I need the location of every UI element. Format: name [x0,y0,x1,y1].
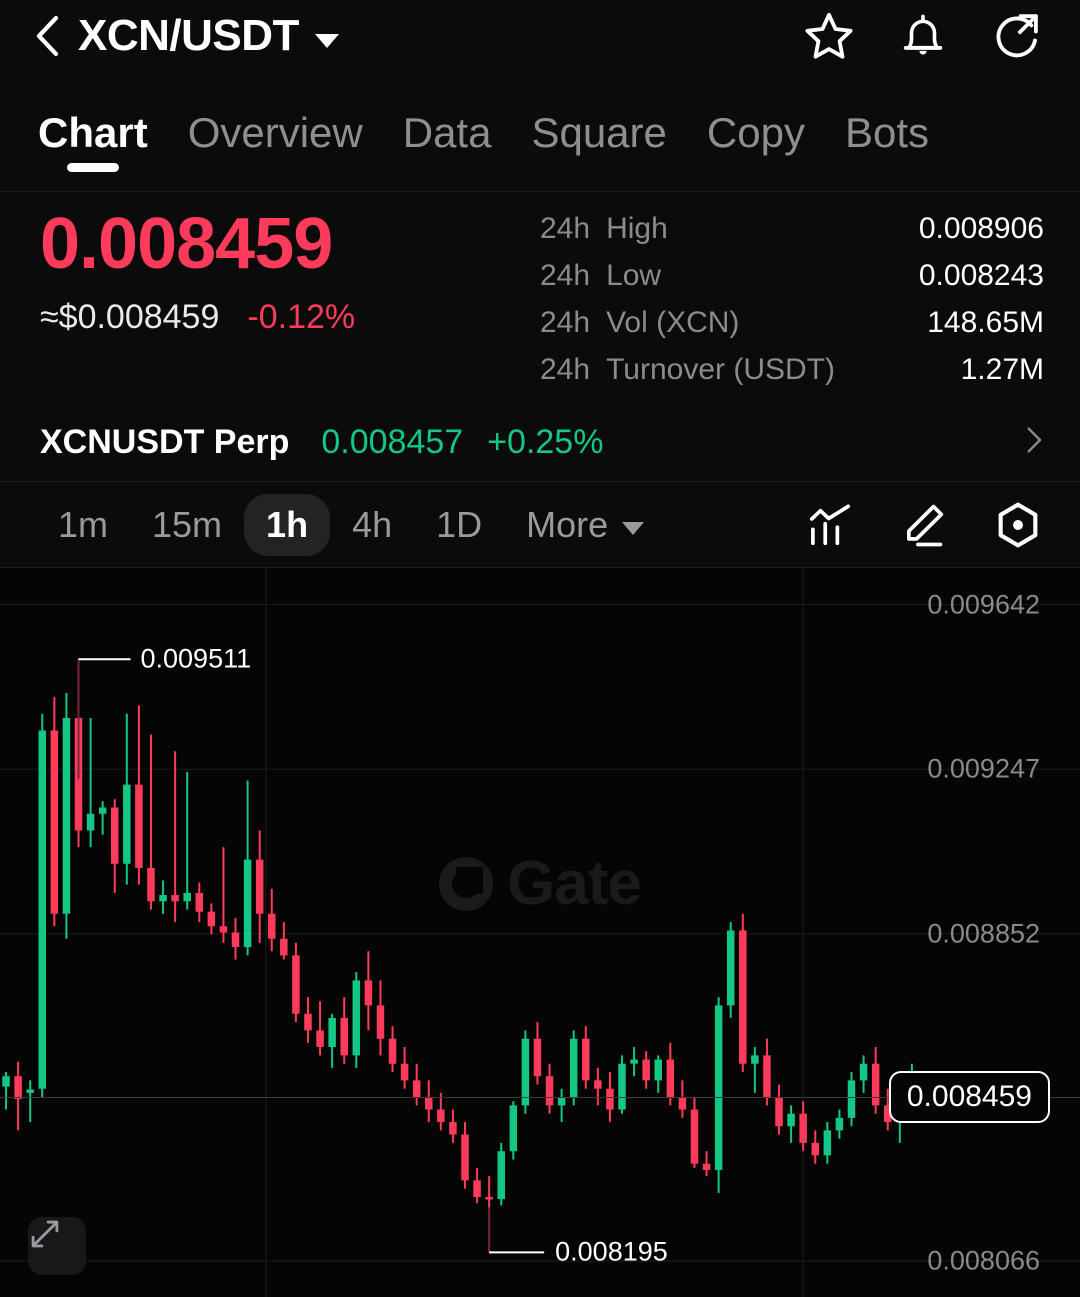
star-icon[interactable] [802,9,856,63]
tab-label: Bots [844,109,929,156]
tab-data[interactable]: Data [403,112,492,172]
divider [0,567,1080,568]
interval-label: 1m [58,504,109,545]
indicators-icon[interactable] [804,499,856,551]
stat-label: 24h Turnover (USDT) [540,355,835,385]
stat-value: 1.27M [960,353,1044,386]
stat-name: Vol (XCN) [606,306,740,339]
stat-row: 24h Turnover (USDT) 1.27M [540,355,1044,385]
stat-name: Low [606,259,662,292]
stat-label: 24h High [540,214,668,244]
stat-period: 24h [540,259,591,292]
high-annotation-label: 0.009511 [140,643,252,674]
perp-change-percent: +0.25% [487,422,604,461]
expand-arrows-icon [31,1220,59,1248]
perp-name: XCNUSDT Perp [40,422,290,461]
current-price-tag: 0.008459 [888,1071,1050,1124]
tab-bots[interactable]: Bots [845,112,929,172]
stat-value: 0.008243 [918,259,1044,292]
tab-square[interactable]: Square [531,112,666,172]
perp-banner[interactable]: XCNUSDT Perp 0.008457 +0.25% [0,402,1080,482]
stat-row: 24h Low 0.008243 [540,261,1044,291]
interval-1m[interactable]: 1m [36,494,130,556]
quote-subrow: ≈$0.008459 -0.12% [40,298,540,337]
stat-period: 24h [540,212,591,245]
chart-settings-hexagon-icon[interactable] [992,499,1044,551]
interval-label: 1h [266,504,309,545]
tab-overview[interactable]: Overview [188,112,363,172]
interval-4h[interactable]: 4h [330,494,414,556]
section-tabs: Chart Overview Data Square Copy Bots [0,72,1080,192]
interval-1h[interactable]: 1h [244,494,331,556]
change-percent: -0.12% [247,298,356,337]
interval-label: 4h [352,504,393,545]
tab-label: Chart [38,109,148,156]
caret-down-icon[interactable] [314,34,339,48]
top-bar-actions [802,9,1044,63]
chart-tool-buttons [804,499,1044,551]
price-chart[interactable]: Gate 0.009642 0.009247 0.008852 0.008066 0.… [0,568,1080,1297]
interval-label: 15m [152,504,223,545]
stat-value: 148.65M [927,306,1044,339]
caret-down-icon [622,521,645,535]
stat-value: 0.008906 [918,212,1044,245]
interval-1d[interactable]: 1D [414,494,504,556]
stat-label: 24h Vol (XCN) [540,308,739,338]
quote-panel: 0.008459 ≈$0.008459 -0.12% 24h High 0.008… [0,192,1080,402]
interval-more-label: More [526,504,609,545]
expand-fullscreen-button[interactable] [28,1217,86,1275]
stats-list: 24h High 0.008906 24h Low 0.008243 24h Vol … [540,206,1044,402]
stat-row: 24h Vol (XCN) 148.65M [540,308,1044,338]
share-icon[interactable] [990,9,1044,63]
perp-price: 0.008457 [321,422,464,461]
chevron-left-icon[interactable] [30,14,64,58]
page-title[interactable]: XCN/USDT [78,11,299,60]
stat-label: 24h Low [540,261,661,291]
interval-more-button[interactable]: More [504,494,654,556]
tab-label: Square [531,109,667,156]
usd-equivalent-price: ≈$0.008459 [40,298,220,337]
tab-copy[interactable]: Copy [707,112,805,172]
interval-label: 1D [436,504,483,545]
interval-toolbar: 1m 15m 1h 4h 1D More [0,482,1080,568]
chevron-right-icon[interactable] [1016,423,1050,462]
draw-pencil-icon[interactable] [898,499,950,551]
bell-icon[interactable] [896,9,950,63]
stat-period: 24h [540,306,591,339]
top-bar: XCN/USDT [0,0,1080,72]
tab-label: Data [402,109,492,156]
candlestick-canvas[interactable] [0,568,1080,1297]
tab-chart[interactable]: Chart [38,112,148,172]
last-price: 0.008459 [40,204,333,284]
stat-period: 24h [540,353,591,386]
tab-label: Copy [706,109,805,156]
divider [0,481,1080,482]
stat-row: 24h High 0.008906 [540,214,1044,244]
tab-active-indicator [66,163,119,172]
stat-name: Turnover (USDT) [606,353,835,386]
stat-name: High [606,212,668,245]
divider [0,191,1080,192]
tab-label: Overview [187,109,363,156]
low-annotation-label: 0.008195 [555,1236,668,1267]
interval-15m[interactable]: 15m [130,494,244,556]
quote-primary: 0.008459 ≈$0.008459 -0.12% [40,206,540,402]
